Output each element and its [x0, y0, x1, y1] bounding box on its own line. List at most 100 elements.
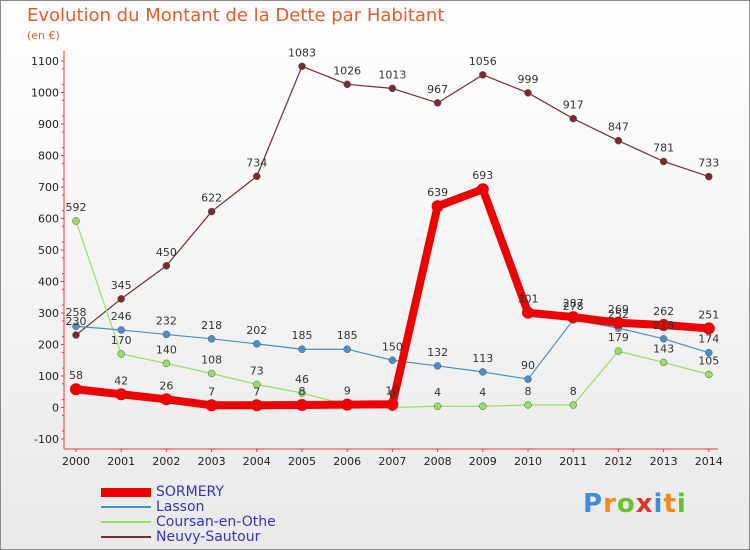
data-point [705, 348, 713, 357]
brand-letter: i [676, 489, 687, 519]
data-point [298, 389, 306, 397]
data-label: 8 [299, 385, 306, 398]
y-tick-label: 1100 [31, 55, 59, 68]
x-tick-label: 2010 [514, 455, 542, 468]
data-label: 252 [608, 308, 629, 321]
data-point [524, 401, 532, 409]
legend-swatch [101, 506, 151, 508]
y-tick-label: 200 [38, 339, 59, 352]
series-sormery [70, 183, 715, 412]
y-tick-label: 100 [38, 370, 59, 383]
brand-logo: Proxiti [583, 489, 687, 519]
data-label: 174 [698, 333, 719, 346]
series-line [72, 185, 713, 410]
data-point [117, 295, 125, 303]
data-point [296, 398, 308, 411]
data-point [388, 84, 397, 93]
data-label: 450 [156, 246, 177, 259]
data-label: 1083 [288, 46, 316, 59]
data-point [250, 399, 263, 412]
data-point [614, 347, 623, 355]
data-label: 262 [653, 305, 674, 318]
legend-swatch [101, 521, 151, 523]
legend-label: Coursan-en-Othe [156, 514, 276, 530]
data-label: 150 [382, 340, 403, 353]
data-label: 185 [292, 329, 313, 342]
legend-label: Lasson [156, 499, 205, 515]
data-point [479, 368, 487, 376]
data-point [705, 370, 713, 379]
data-label: 132 [427, 346, 448, 359]
data-label: 90 [521, 359, 535, 372]
brand-letter: t [663, 489, 677, 519]
data-label: 4 [479, 386, 486, 399]
data-label: 269 [608, 303, 629, 316]
data-point [569, 114, 577, 123]
x-tick-label: 2013 [650, 455, 678, 468]
legend-swatch [101, 536, 151, 538]
data-label: 185 [337, 329, 358, 342]
data-point [569, 401, 577, 409]
data-label: 170 [111, 334, 132, 347]
y-tick-label: 500 [38, 244, 59, 257]
brand-letter: x [635, 489, 654, 519]
data-label: 58 [69, 369, 83, 382]
data-point [567, 311, 580, 324]
data-label: 847 [608, 121, 629, 134]
x-tick-label: 2012 [604, 455, 632, 468]
y-tick-label: -100 [34, 433, 59, 446]
series-neuvy-sautour [72, 62, 713, 339]
data-point [298, 62, 306, 71]
chart-subtitle: (en €) [27, 29, 60, 42]
data-point [162, 262, 171, 270]
data-point [614, 136, 623, 145]
data-label: 622 [201, 192, 222, 205]
y-tick-label: 400 [38, 276, 59, 289]
legend-label: SORMERY [156, 484, 224, 500]
data-point [72, 331, 80, 339]
y-tick-label: 800 [38, 150, 59, 163]
y-tick-label: 1000 [31, 87, 59, 100]
data-point [479, 71, 487, 79]
data-point [343, 80, 351, 89]
data-point [72, 322, 80, 330]
data-point [522, 306, 534, 319]
brand-letter: i [653, 489, 664, 519]
brand-letter: o [616, 489, 636, 519]
data-label: 140 [156, 343, 177, 356]
y-tick-label: 900 [38, 118, 59, 131]
x-tick-label: 2014 [695, 455, 723, 468]
data-point [72, 217, 80, 225]
data-label: 1056 [469, 55, 497, 68]
brand-letter: P [583, 489, 604, 519]
data-point [115, 388, 128, 401]
data-label: 301 [518, 293, 539, 306]
data-label: 202 [246, 324, 267, 337]
x-tick-label: 2001 [107, 455, 135, 468]
data-label: 592 [66, 201, 87, 214]
legend-label: Neuvy-Sautour [156, 529, 261, 545]
data-label: 26 [159, 379, 173, 392]
x-tick-label: 2004 [243, 455, 271, 468]
data-label: 46 [295, 373, 309, 386]
data-point [343, 345, 351, 353]
data-point [476, 183, 489, 196]
data-label: 232 [156, 314, 177, 327]
x-tick-label: 2005 [288, 455, 316, 468]
data-label: 218 [201, 319, 222, 332]
x-tick-label: 2008 [424, 455, 452, 468]
data-label: 7 [208, 385, 215, 398]
data-label: 108 [201, 353, 222, 366]
data-label: 999 [518, 73, 539, 86]
data-point [659, 358, 668, 367]
data-label: 113 [472, 352, 493, 365]
data-point [70, 383, 82, 396]
x-tick-label: 2009 [469, 455, 497, 468]
data-point [162, 330, 171, 339]
x-tick-label: 2007 [378, 455, 406, 468]
x-tick-label: 2003 [198, 455, 226, 468]
y-tick-label: 0 [52, 402, 59, 415]
data-label: 734 [246, 156, 267, 169]
